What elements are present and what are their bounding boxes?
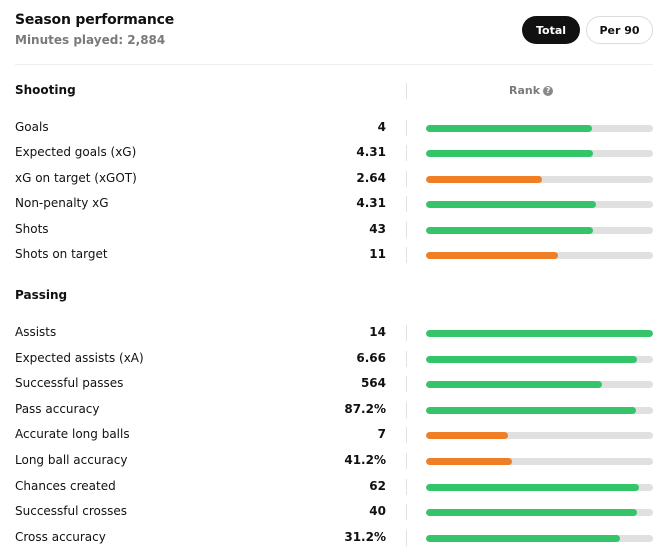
stat-value: 40 (369, 504, 386, 519)
rank-bar-fill (426, 226, 593, 234)
rank-bar-fill (426, 150, 593, 158)
rank-bar-fill (426, 330, 653, 337)
stat-label: Non-penalty xG (15, 196, 109, 211)
column-divider (406, 427, 407, 444)
column-divider (406, 83, 407, 99)
column-divider (406, 350, 407, 367)
section-title-shooting: Shooting (15, 83, 76, 97)
rank-bar-fill (426, 406, 636, 414)
stat-label: Accurate long balls (15, 427, 130, 442)
stat-label: Successful crosses (15, 504, 128, 519)
stat-value: 7 (377, 427, 386, 442)
total-toggle-button[interactable]: Total (522, 16, 580, 44)
minutes-played: Minutes played: 2,884 (15, 33, 166, 47)
stat-value: 4.31 (356, 145, 386, 160)
rank-bar-track (426, 226, 653, 234)
column-divider (406, 120, 407, 136)
rank-bar-track (426, 355, 653, 363)
rank-bar-track (426, 483, 653, 491)
column-divider (406, 170, 407, 187)
stat-value: 2.64 (356, 170, 386, 185)
stat-label: xG on target (xGOT) (15, 170, 137, 185)
rank-header: Rank ? (509, 84, 554, 97)
stat-value: 564 (360, 376, 386, 391)
column-divider (406, 325, 407, 341)
stat-label: Shots on target (15, 247, 108, 261)
rank-bar-track (426, 381, 653, 389)
rank-bar-track (426, 432, 653, 440)
stat-label: Expected goals (xG) (15, 145, 137, 160)
stat-value: 87.2% (344, 401, 386, 416)
rank-bar-track (426, 150, 653, 158)
rank-bar-fill (426, 252, 558, 259)
stat-label: Long ball accuracy (15, 453, 128, 467)
section-title-passing: Passing (15, 288, 68, 302)
rank-bar-track (426, 125, 653, 132)
card-header: Season performance Minutes played: 2,884… (15, 10, 653, 50)
stat-label: Goals (15, 120, 49, 134)
rank-bar-track (426, 252, 653, 259)
stat-label: Successful passes (15, 376, 124, 391)
rank-bar-track (426, 509, 653, 517)
stat-label: Expected assists (xA) (15, 350, 144, 365)
stat-label: Shots (15, 221, 49, 236)
rank-bar-fill (426, 483, 640, 491)
rank-bar-fill (426, 175, 542, 183)
stat-label: Chances created (15, 478, 116, 493)
rank-bar-track (426, 458, 653, 465)
rank-bar-fill (426, 355, 638, 363)
stat-value: 11 (369, 247, 386, 261)
column-divider (406, 504, 407, 521)
stat-value: 41.2% (344, 453, 386, 467)
rank-bar-track (426, 175, 653, 183)
stat-value: 62 (369, 478, 386, 493)
rank-bar-fill (426, 509, 638, 517)
column-divider (406, 478, 407, 495)
rank-bar-fill (426, 201, 597, 209)
column-divider (406, 401, 407, 418)
stat-label: Assists (15, 325, 57, 339)
stat-label: Cross accuracy (15, 529, 106, 544)
column-divider (406, 529, 407, 546)
rank-bar-fill (426, 458, 513, 465)
column-divider (406, 376, 407, 393)
rank-bar-track (426, 534, 653, 542)
rank-bar-fill (426, 432, 508, 440)
stat-value: 43 (369, 221, 386, 236)
stat-value: 31.2% (344, 529, 386, 544)
stat-value: 4.31 (356, 196, 386, 211)
card-title: Season performance (15, 12, 175, 28)
rank-bar-track (426, 201, 653, 209)
rank-bar-track (426, 330, 653, 337)
column-divider (406, 453, 407, 469)
rank-bar-fill (426, 381, 602, 389)
rank-bar-fill (426, 125, 592, 132)
header-divider (15, 64, 653, 65)
per-90-toggle-button[interactable]: Per 90 (586, 16, 653, 44)
stat-value: 4 (377, 120, 386, 134)
stat-value: 14 (369, 325, 386, 339)
rank-bar-track (426, 406, 653, 414)
rank-bar-fill (426, 534, 621, 542)
column-divider (406, 196, 407, 213)
column-divider (406, 221, 407, 238)
rank-label: Rank (509, 84, 541, 97)
stat-label: Pass accuracy (15, 401, 100, 416)
stat-value: 6.66 (356, 350, 386, 365)
column-divider (406, 145, 407, 162)
help-icon[interactable]: ? (543, 85, 554, 96)
column-divider (406, 247, 407, 263)
